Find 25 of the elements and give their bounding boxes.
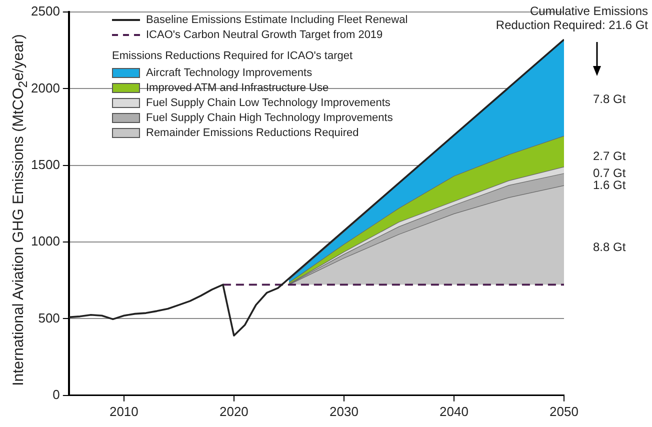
legend-label: ICAO's Carbon Neutral Growth Target from 2019 [146,28,383,40]
x-tick-label: 2010 [109,404,138,419]
y-tick-label: 1000 [31,234,60,249]
y-tick-label: 500 [38,310,60,326]
legend-label: Fuel Supply Chain High Technology Improvements [146,112,393,124]
y-tick-label: 1500 [31,156,60,172]
text: 2.7 Gt [593,149,626,163]
legend-title: Emissions Reductions Required for ICAO's target [112,50,354,64]
legend-label: Remainder Emissions Reductions Required [146,126,359,138]
annotation: Cumulative Emissions Reduction Required: 21.6 Gt [494,4,648,32]
legend-label: Baseline Emissions Estimate Including Fleet Renewal [146,14,408,26]
x-tick-label: 2040 [440,404,468,419]
y-tick-label: 0 [52,386,60,402]
x-tick-label: 2030 [330,404,358,419]
text: 1.6 Gt [593,178,626,192]
text: 7.8 Gt [593,92,626,106]
legend-label: Improved ATM and Infrastructure Use [146,82,329,94]
x-tick-label: 2050 [550,404,578,419]
x-tick-label: 2020 [219,404,248,419]
legend-label: Fuel Supply Chain Low Technology Improvements [146,96,390,108]
y-tick-label: 2000 [31,80,60,96]
text: 8.8 Gt [593,240,626,254]
text: 0.7 Gt [593,166,626,180]
legend-label: Aircraft Technology Improvements [146,66,312,78]
y-tick-label: 2500 [31,4,60,19]
